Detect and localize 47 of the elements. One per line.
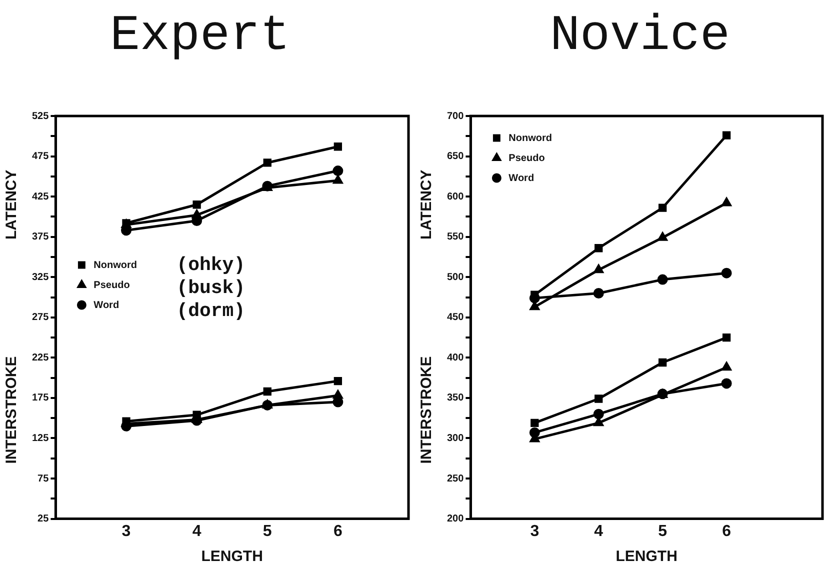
y-tick-label: 75 — [38, 473, 50, 484]
legend-label: Word — [94, 300, 120, 311]
x-axis-title: LENGTH — [616, 548, 678, 566]
y-tick-label: 475 — [32, 151, 50, 162]
x-axis-title: LENGTH — [201, 548, 263, 566]
y-tick-label: 250 — [446, 473, 464, 484]
chart-title: Novice — [548, 8, 732, 65]
text: INTERSTROKE — [2, 356, 20, 464]
y-axis-title: LATENCY — [418, 170, 435, 240]
y-tick-label: 650 — [446, 151, 464, 162]
chart-title: Expert — [108, 8, 292, 65]
x-tick-label: 5 — [658, 522, 668, 540]
annotation: (busk) — [176, 276, 246, 299]
x-tick-label: 3 — [530, 522, 540, 540]
text: INTERSTROKE — [418, 356, 435, 464]
x-tick-label: 5 — [262, 522, 272, 540]
y-tick-label: 200 — [446, 514, 464, 525]
legend-label: Pseudo — [94, 280, 130, 291]
y-tick-label: 500 — [446, 272, 464, 283]
y-tick-label: 550 — [446, 232, 464, 243]
y-tick-label: 525 — [32, 110, 50, 122]
x-tick-label: 4 — [192, 522, 202, 540]
x-tick-label: 6 — [333, 522, 342, 540]
legend-label: Word — [508, 172, 534, 184]
y-tick-label: 225 — [32, 352, 50, 364]
y-tick-label: 125 — [32, 432, 50, 444]
legend-label: Pseudo — [508, 152, 545, 164]
y-tick-label: 700 — [446, 110, 464, 122]
y-tick-label: 375 — [32, 232, 50, 243]
y-axis-title: LATENCY — [2, 170, 20, 240]
y-tick-label: 400 — [446, 352, 464, 364]
y-tick-label: 175 — [32, 392, 50, 404]
y-tick-label: 350 — [446, 392, 464, 404]
x-tick-label: 6 — [722, 522, 732, 540]
legend-label: Nonword — [94, 260, 138, 271]
y-tick-label: 325 — [32, 272, 50, 283]
y-tick-label: 450 — [446, 312, 464, 324]
y-tick-label: 275 — [32, 312, 50, 324]
x-tick-label: 4 — [594, 522, 604, 540]
y-tick-label: 425 — [32, 191, 50, 202]
y-tick-label: 25 — [38, 514, 50, 525]
y-tick-label: 300 — [446, 432, 464, 444]
x-tick-label: 3 — [122, 522, 131, 540]
legend-label: Nonword — [508, 132, 552, 144]
y-tick-label: 600 — [446, 191, 464, 202]
annotation: (ohky) — [176, 254, 246, 276]
annotation: (dorm) — [176, 300, 246, 322]
